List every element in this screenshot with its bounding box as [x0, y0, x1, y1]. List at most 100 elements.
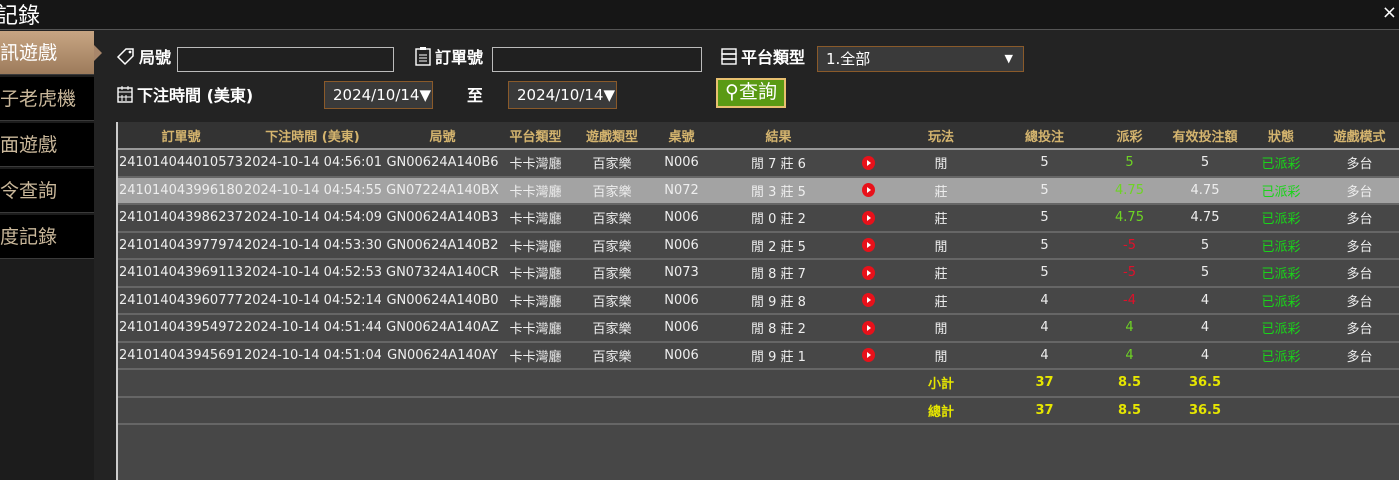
cell-payout: 4 — [1093, 341, 1166, 370]
sidebar-item-2[interactable]: 子老虎機 — [0, 77, 94, 121]
table-row[interactable]: 241014043945691 2024-10-14 04:51:04 GN0062… — [118, 341, 1399, 370]
cell-round-no: GN00624A140B0 — [381, 286, 504, 315]
cell-bet-time: 2024-10-14 04:53:30 — [244, 231, 381, 260]
column-header: 下注時間 (美東) — [244, 122, 381, 150]
cell-play — [851, 204, 886, 233]
cell-play — [851, 149, 886, 178]
empty-cell — [244, 396, 381, 425]
sidebar-item-3[interactable]: 面遊戲 — [0, 123, 94, 167]
cell-bet-type: 莊 — [886, 259, 996, 288]
cell-order-no: 241014043954972 — [118, 314, 244, 343]
calendar-icon — [117, 86, 133, 103]
cell-game-type: 百家樂 — [567, 149, 657, 178]
cell-bet-time: 2024-10-14 04:54:09 — [244, 204, 381, 233]
cell-order-no: 241014043960777 — [118, 286, 244, 315]
play-replay-icon[interactable] — [862, 238, 875, 253]
cell-bet-time: 2024-10-14 04:56:01 — [244, 149, 381, 178]
cell-payout: -5 — [1093, 259, 1166, 288]
subtotal-total-bet: 37 — [996, 369, 1093, 398]
cell-table-no: N006 — [657, 341, 706, 370]
cell-game-type: 百家樂 — [567, 204, 657, 233]
table-row[interactable]: 241014044010573 2024-10-14 04:56:01 GN0062… — [118, 149, 1399, 178]
cell-bet-time: 2024-10-14 04:54:55 — [244, 176, 381, 205]
time-label-text: 下注時間 (美東) — [137, 86, 254, 105]
round-label: 局號 — [116, 44, 171, 68]
cell-order-no: 241014043969113 — [118, 259, 244, 288]
play-replay-icon[interactable] — [862, 155, 875, 170]
cell-total-bet: 5 — [996, 204, 1093, 233]
subtotal-row: 小計 37 8.5 36.5 — [118, 369, 1399, 398]
search-button[interactable]: ⚲查詢 — [716, 78, 786, 108]
date-to-select[interactable]: 2024/10/14▼ — [508, 81, 617, 109]
cell-total-bet: 5 — [996, 176, 1093, 205]
subtotal-valid-bet: 36.5 — [1166, 369, 1244, 398]
empty-cell — [851, 396, 886, 425]
cell-round-no: GN00624A140B3 — [381, 204, 504, 233]
cell-valid-bet: 5 — [1166, 149, 1244, 178]
cell-platform: 卡卡灣廳 — [504, 176, 567, 205]
cell-round-no: GN07324A140CR — [381, 259, 504, 288]
play-replay-icon[interactable] — [862, 348, 875, 363]
platform-label-text: 平台類型 — [741, 48, 806, 67]
table-row[interactable]: 241014043986237 2024-10-14 04:54:09 GN0062… — [118, 204, 1399, 233]
cell-table-no: N006 — [657, 204, 706, 233]
sidebar-item-1[interactable]: 訊遊戲 — [0, 31, 102, 75]
total-row: 總計 37 8.5 36.5 — [118, 396, 1399, 425]
cell-bet-type: 閒 — [886, 314, 996, 343]
cell-bet-type: 閒 — [886, 231, 996, 260]
play-replay-icon[interactable] — [862, 210, 875, 225]
column-header: 遊戲模式 — [1318, 122, 1399, 150]
cell-payout: -4 — [1093, 286, 1166, 315]
table-row[interactable]: 241014043954972 2024-10-14 04:51:44 GN0062… — [118, 314, 1399, 343]
subtotal-label: 小計 — [886, 369, 996, 398]
cell-round-no: GN00624A140B2 — [381, 231, 504, 260]
cell-status: 已派彩 — [1244, 286, 1318, 315]
cell-platform: 卡卡灣廳 — [504, 231, 567, 260]
cell-play — [851, 176, 886, 205]
table-row[interactable]: 241014043977974 2024-10-14 04:53:30 GN0062… — [118, 231, 1399, 260]
close-icon[interactable]: × — [1381, 2, 1397, 23]
empty-cell — [657, 369, 706, 398]
play-replay-icon[interactable] — [862, 265, 875, 280]
cell-result: 閒 9 莊 8 — [706, 286, 851, 315]
cell-total-bet: 5 — [996, 231, 1093, 260]
title-bar: 記錄 × — [0, 0, 1399, 30]
sidebar-item-4[interactable]: 令查詢 — [0, 169, 94, 213]
play-replay-icon[interactable] — [862, 293, 875, 308]
table-row[interactable]: 241014043960777 2024-10-14 04:52:14 GN0062… — [118, 286, 1399, 315]
cell-valid-bet: 5 — [1166, 259, 1244, 288]
cell-platform: 卡卡灣廳 — [504, 314, 567, 343]
round-input[interactable] — [177, 47, 394, 72]
cell-valid-bet: 4 — [1166, 341, 1244, 370]
platform-select-value: 1.全部 — [826, 50, 871, 68]
cell-payout: 4.75 — [1093, 204, 1166, 233]
table-header: 訂單號 下注時間 (美東) 局號 平台類型 遊戲類型 桌號 結果 玩法 總投注 派彩 有效投注額 狀態… — [118, 122, 1399, 150]
empty-cell — [567, 396, 657, 425]
tag-icon — [116, 48, 134, 66]
total-valid-bet: 36.5 — [1166, 396, 1244, 425]
play-replay-icon[interactable] — [862, 183, 875, 198]
empty-cell — [1244, 396, 1318, 425]
cell-game-type: 百家樂 — [567, 286, 657, 315]
cell-result: 閒 0 莊 2 — [706, 204, 851, 233]
table-row[interactable]: 241014043996180 2024-10-14 04:54:55 GN0722… — [118, 176, 1399, 205]
cell-status: 已派彩 — [1244, 231, 1318, 260]
table-row[interactable]: 241014043969113 2024-10-14 04:52:53 GN0732… — [118, 259, 1399, 288]
column-header: 遊戲類型 — [567, 122, 657, 150]
cell-game-mode: 多台 — [1318, 259, 1399, 288]
empty-cell — [706, 369, 851, 398]
cell-table-no: N006 — [657, 149, 706, 178]
cell-order-no: 241014043986237 — [118, 204, 244, 233]
sidebar-item-5[interactable]: 度記錄 — [0, 215, 94, 259]
cell-status: 已派彩 — [1244, 314, 1318, 343]
cell-play — [851, 341, 886, 370]
column-header: 玩法 — [886, 122, 996, 150]
play-replay-icon[interactable] — [862, 320, 875, 335]
cell-game-type: 百家樂 — [567, 341, 657, 370]
column-header: 有效投注額 — [1166, 122, 1244, 150]
platform-select[interactable]: 1.全部 ▼ — [817, 46, 1024, 72]
date-from-select[interactable]: 2024/10/14▼ — [324, 81, 433, 109]
order-input[interactable] — [492, 47, 702, 72]
cell-total-bet: 4 — [996, 286, 1093, 315]
subtotal-payout: 8.5 — [1093, 369, 1166, 398]
